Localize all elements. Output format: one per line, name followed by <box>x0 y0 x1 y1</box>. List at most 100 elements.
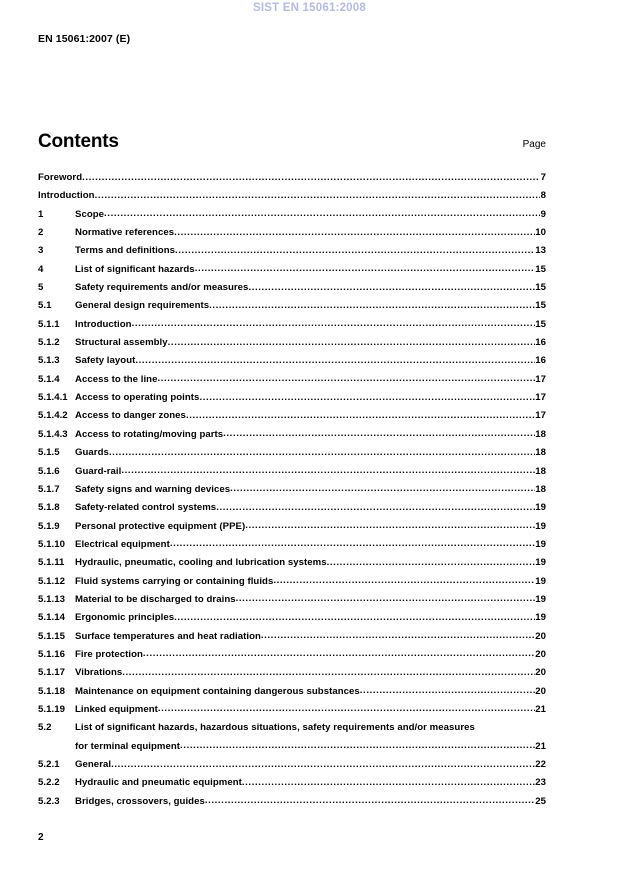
toc-entry-page: 9 <box>540 208 546 220</box>
toc-dot-leader <box>95 190 541 201</box>
toc-entry-number: 5.1 <box>38 300 52 312</box>
toc-entry-line: Safety-related control systems 19 <box>75 502 546 520</box>
toc-entry-line: Scope 9 <box>75 209 546 227</box>
toc-dot-leader <box>135 355 534 366</box>
toc-entry-body: Access to rotating/moving parts 18 <box>75 429 546 447</box>
toc-entry[interactable]: Foreword 7 <box>38 172 546 190</box>
toc-entry-body: Vibrations 20 <box>75 667 546 685</box>
toc-entry-label: Safety-related control systems <box>75 502 217 514</box>
toc-dot-leader <box>170 538 535 549</box>
toc-entry-page: 18 <box>535 483 546 495</box>
toc-entry[interactable]: 5.1.5 Guards 18 <box>38 447 546 465</box>
toc-entry-page: 15 <box>535 300 546 312</box>
toc-dot-leader <box>174 227 535 238</box>
toc-entry-line: Foreword 7 <box>38 172 546 190</box>
toc-entry[interactable]: 5.1.6 Guard-rail 18 <box>38 466 546 484</box>
toc-entry-page: 15 <box>535 263 546 275</box>
toc-entry[interactable]: 5.1.10 Electrical equipment 19 <box>38 539 546 557</box>
toc-entry[interactable]: 5.2.2 Hydraulic and pneumatic equipment 23 <box>38 777 546 795</box>
toc-entry-number: 2 <box>38 227 44 239</box>
toc-entry[interactable]: 5.1.14 Ergonomic principles 19 <box>38 612 546 630</box>
toc-entry[interactable]: 5.2 List of significant hazards, hazardou… <box>38 722 546 759</box>
toc-entry-page: 15 <box>535 282 546 294</box>
toc-entry-page: 19 <box>535 575 546 587</box>
toc-entry[interactable]: 5.1.12 Fluid systems carrying or containi… <box>38 576 546 594</box>
toc-dot-leader <box>168 337 535 348</box>
toc-entry-body: Ergonomic principles 19 <box>75 612 546 630</box>
toc-entry[interactable]: 1 Scope 9 <box>38 209 546 227</box>
toc-entry-number: 5.1.8 <box>38 502 60 514</box>
toc-entry[interactable]: 5.1.15 Surface temperatures and heat radi… <box>38 631 546 649</box>
toc-entry-line: Fire protection 20 <box>75 649 546 667</box>
toc-entry-page: 8 <box>540 190 546 202</box>
toc-entry-body: Material to be discharged to drains 19 <box>75 594 546 612</box>
toc-entry[interactable]: 5.1.4.3 Access to rotating/moving parts 18 <box>38 429 546 447</box>
toc-entry-label: Access to the line <box>75 373 158 385</box>
toc-dot-leader <box>175 245 535 256</box>
toc-entry-body: Guards 18 <box>75 447 546 465</box>
toc-entry[interactable]: 5.1.18 Maintenance on equipment containin… <box>38 686 546 704</box>
toc-dot-leader <box>174 612 535 623</box>
toc-entry[interactable]: 5.1.1 Introduction 15 <box>38 319 546 337</box>
toc-entry[interactable]: 5.1.7 Safety signs and warning devices 18 <box>38 484 546 502</box>
toc-entry[interactable]: 5.1.8 Safety-related control systems 19 <box>38 502 546 520</box>
toc-entry[interactable]: 5.1.13 Material to be discharged to drain… <box>38 594 546 612</box>
toc-entry-page: 18 <box>535 447 546 459</box>
toc-entry-line: Ergonomic principles 19 <box>75 612 546 630</box>
toc-entry-label: Ergonomic principles <box>75 612 175 624</box>
toc-entry-label: Safety requirements and/or measures <box>75 282 249 294</box>
toc-entry[interactable]: 5.1.4 Access to the line 17 <box>38 374 546 392</box>
toc-entry-line: Structural assembly 16 <box>75 337 546 355</box>
toc-entry-number: 5.1.13 <box>38 593 65 605</box>
toc-entry-body: Access to the line 17 <box>75 374 546 392</box>
toc-dot-leader <box>242 777 535 788</box>
toc-entry-label: Material to be discharged to drains <box>75 593 236 605</box>
toc-entry-body: Linked equipment 21 <box>75 704 546 722</box>
toc-entry-number: 5.2.2 <box>38 777 60 789</box>
toc-entry-line: Surface temperatures and heat radiation 2… <box>75 631 546 649</box>
toc-entry[interactable]: 5.1.19 Linked equipment 21 <box>38 704 546 722</box>
toc-entry-number: 5.2.1 <box>38 759 60 770</box>
toc-entry[interactable]: 5.1.2 Structural assembly 16 <box>38 337 546 355</box>
watermark-standard-designation: SIST EN 15061:2008 <box>253 2 366 14</box>
toc-entry-page: 22 <box>535 759 546 770</box>
toc-entry-label: Electrical equipment <box>75 538 170 550</box>
toc-entry[interactable]: 2 Normative references 10 <box>38 227 546 245</box>
toc-entry-label: Access to rotating/moving parts <box>75 428 224 440</box>
toc-entry[interactable]: 5.2.3 Bridges, crossovers, guides 25 <box>38 796 546 814</box>
toc-entry-body: Surface temperatures and heat radiation 2… <box>75 631 546 649</box>
toc-entry-line: Hydraulic, pneumatic, cooling and lubric… <box>75 557 546 575</box>
toc-entry-number: 5.1.12 <box>38 575 65 587</box>
toc-entry-line: List of significant hazards 15 <box>75 264 546 282</box>
toc-entry-line: Guard-rail 18 <box>75 466 546 484</box>
toc-entry[interactable]: 5.1.4.1 Access to operating points 17 <box>38 392 546 410</box>
toc-entry[interactable]: 5.1.17 Vibrations 20 <box>38 667 546 685</box>
toc-entry-number: 5.1.1 <box>38 318 60 330</box>
toc-entry[interactable]: 5.1 General design requirements 15 <box>38 300 546 318</box>
toc-entry-line: Normative references 10 <box>75 227 546 245</box>
toc-entry-body: Safety-related control systems 19 <box>75 502 546 520</box>
toc-entry-page: 21 <box>535 703 546 715</box>
toc-entry[interactable]: 5.2.1 General 22 <box>38 759 546 777</box>
toc-entry-label: Fire protection <box>75 648 143 660</box>
toc-entry[interactable]: Introduction 8 <box>38 190 546 208</box>
toc-dot-leader <box>122 667 534 678</box>
toc-entry-page: 17 <box>535 410 546 422</box>
toc-entry-body: Introduction 8 <box>38 190 546 208</box>
toc-entry[interactable]: 5.1.4.2 Access to danger zones 17 <box>38 410 546 428</box>
toc-entry[interactable]: 5.1.11 Hydraulic, pneumatic, cooling and … <box>38 557 546 575</box>
toc-entry-label: Surface temperatures and heat radiation <box>75 630 261 642</box>
toc-entry-page: 18 <box>535 428 546 440</box>
toc-entry[interactable]: 5.1.3 Safety layout 16 <box>38 355 546 373</box>
toc-entry[interactable]: 3 Terms and definitions 13 <box>38 245 546 263</box>
toc-entry[interactable]: 4 List of significant hazards 15 <box>38 264 546 282</box>
toc-entry-line: Access to danger zones 17 <box>75 410 546 428</box>
toc-dot-leader <box>360 685 535 696</box>
toc-entry-number: 5.1.7 <box>38 483 60 495</box>
toc-entry[interactable]: 5.1.9 Personal protective equipment (PPE)… <box>38 521 546 539</box>
toc-entry[interactable]: 5 Safety requirements and/or measures 15 <box>38 282 546 300</box>
toc-entry-line: Material to be discharged to drains 19 <box>75 594 546 612</box>
toc-entry-line: Guards 18 <box>75 447 546 465</box>
toc-entry[interactable]: 5.1.16 Fire protection 20 <box>38 649 546 667</box>
toc-dot-leader <box>180 740 535 751</box>
